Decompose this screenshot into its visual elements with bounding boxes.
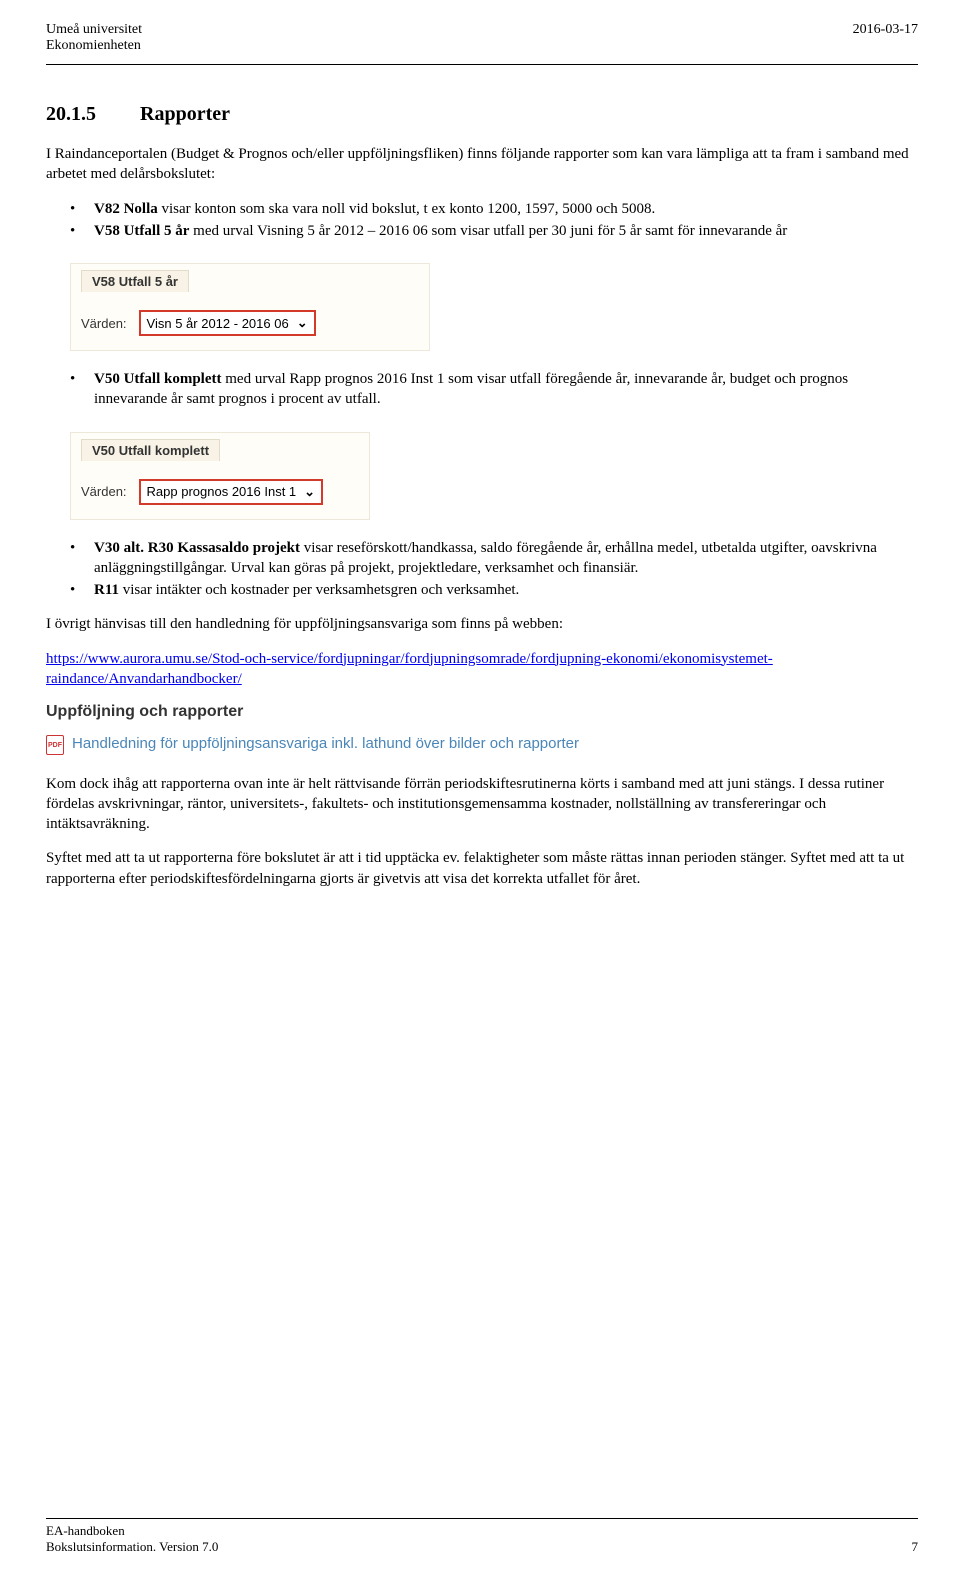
- figure-v50-dropdown[interactable]: Rapp prognos 2016 Inst 1 ⌄: [139, 479, 324, 505]
- bullet-v82-text: visar konton som ska vara noll vid boksl…: [158, 201, 655, 217]
- figure-v50-row: Värden: Rapp prognos 2016 Inst 1 ⌄: [81, 479, 359, 505]
- figure-v58-dropdown[interactable]: Visn 5 år 2012 - 2016 06 ⌄: [139, 310, 316, 336]
- footer-rule: [46, 1518, 918, 1519]
- figure-v58-label: Värden:: [81, 316, 127, 331]
- figure-v50-label: Värden:: [81, 484, 127, 499]
- bullet-v82: V82 Nolla visar konton som ska vara noll…: [70, 199, 918, 219]
- chevron-down-icon: ⌄: [304, 484, 315, 500]
- header-org: Umeå universitet: [46, 22, 142, 38]
- figure-v58-dropdown-value: Visn 5 år 2012 - 2016 06: [147, 316, 289, 331]
- p-syftet: Syftet med att ta ut rapporterna före bo…: [46, 848, 918, 889]
- bullet-v58-text: med urval Visning 5 år 2012 – 2016 06 so…: [189, 223, 787, 239]
- page-header: Umeå universitet Ekonomienheten 2016-03-…: [46, 22, 918, 54]
- p-komdock: Kom dock ihåg att rapporterna ovan inte …: [46, 774, 918, 835]
- figure-v58-tab: V58 Utfall 5 år: [81, 270, 189, 292]
- bullet-list-2: V50 Utfall komplett med urval Rapp progn…: [70, 369, 918, 410]
- figure-v50: V50 Utfall komplett Värden: Rapp prognos…: [70, 432, 370, 520]
- figure-v58-row: Värden: Visn 5 år 2012 - 2016 06 ⌄: [81, 310, 419, 336]
- figure-v58: V58 Utfall 5 år Värden: Visn 5 år 2012 -…: [70, 263, 430, 351]
- pdf-icon: PDF: [46, 735, 64, 755]
- footer-version: Bokslutsinformation. Version 7.0: [46, 1539, 218, 1555]
- bullet-r11: R11 visar intäkter och kostnader per ver…: [70, 580, 918, 600]
- footer-page-number: 7: [912, 1539, 919, 1555]
- bullet-v50-label: V50 Utfall komplett: [94, 371, 222, 387]
- bullet-v58: V58 Utfall 5 år med urval Visning 5 år 2…: [70, 221, 918, 241]
- bullet-r11-label: R11: [94, 582, 119, 598]
- header-left: Umeå universitet Ekonomienheten: [46, 22, 142, 54]
- footer-left: EA-handboken Bokslutsinformation. Versio…: [46, 1523, 218, 1555]
- footer-row: EA-handboken Bokslutsinformation. Versio…: [46, 1523, 918, 1555]
- bullet-v50: V50 Utfall komplett med urval Rapp progn…: [70, 369, 918, 410]
- bullet-list-1: V82 Nolla visar konton som ska vara noll…: [70, 199, 918, 242]
- section-heading: 20.1.5Rapporter: [46, 103, 918, 126]
- header-rule: [46, 64, 918, 65]
- figure-v50-dropdown-value: Rapp prognos 2016 Inst 1: [147, 484, 297, 499]
- figure-rapporter-title: Uppföljning och rapporter: [46, 703, 918, 721]
- figure-rapporter-link[interactable]: Handledning för uppföljningsansvariga in…: [72, 733, 579, 756]
- header-dept: Ekonomienheten: [46, 38, 142, 54]
- intro-paragraph: I Raindanceportalen (Budget & Prognos oc…: [46, 144, 918, 185]
- figure-rapporter: Uppföljning och rapporter PDF Handlednin…: [46, 703, 918, 756]
- bullet-list-3: V30 alt. R30 Kassasaldo projekt visar re…: [70, 538, 918, 601]
- section-title: Rapporter: [140, 103, 230, 125]
- bullet-v30: V30 alt. R30 Kassasaldo projekt visar re…: [70, 538, 918, 579]
- chevron-down-icon: ⌄: [297, 315, 308, 331]
- p-webben: I övrigt hänvisas till den handledning f…: [46, 614, 918, 634]
- page-footer: EA-handboken Bokslutsinformation. Versio…: [46, 1518, 918, 1555]
- figure-v50-tab: V50 Utfall komplett: [81, 439, 220, 461]
- url-paragraph: https://www.aurora.umu.se/Stod-och-servi…: [46, 649, 918, 690]
- footer-handbook: EA-handboken: [46, 1523, 218, 1539]
- bullet-v82-label: V82 Nolla: [94, 201, 158, 217]
- header-date: 2016-03-17: [853, 22, 918, 54]
- bullet-v30-label: V30 alt. R30 Kassasaldo projekt: [94, 540, 300, 556]
- figure-rapporter-row: PDF Handledning för uppföljningsansvarig…: [46, 733, 918, 756]
- section-number: 20.1.5: [46, 103, 140, 126]
- bullet-v58-label: V58 Utfall 5 år: [94, 223, 189, 239]
- handbook-url-link[interactable]: https://www.aurora.umu.se/Stod-och-servi…: [46, 651, 773, 687]
- bullet-r11-text: visar intäkter och kostnader per verksam…: [119, 582, 519, 598]
